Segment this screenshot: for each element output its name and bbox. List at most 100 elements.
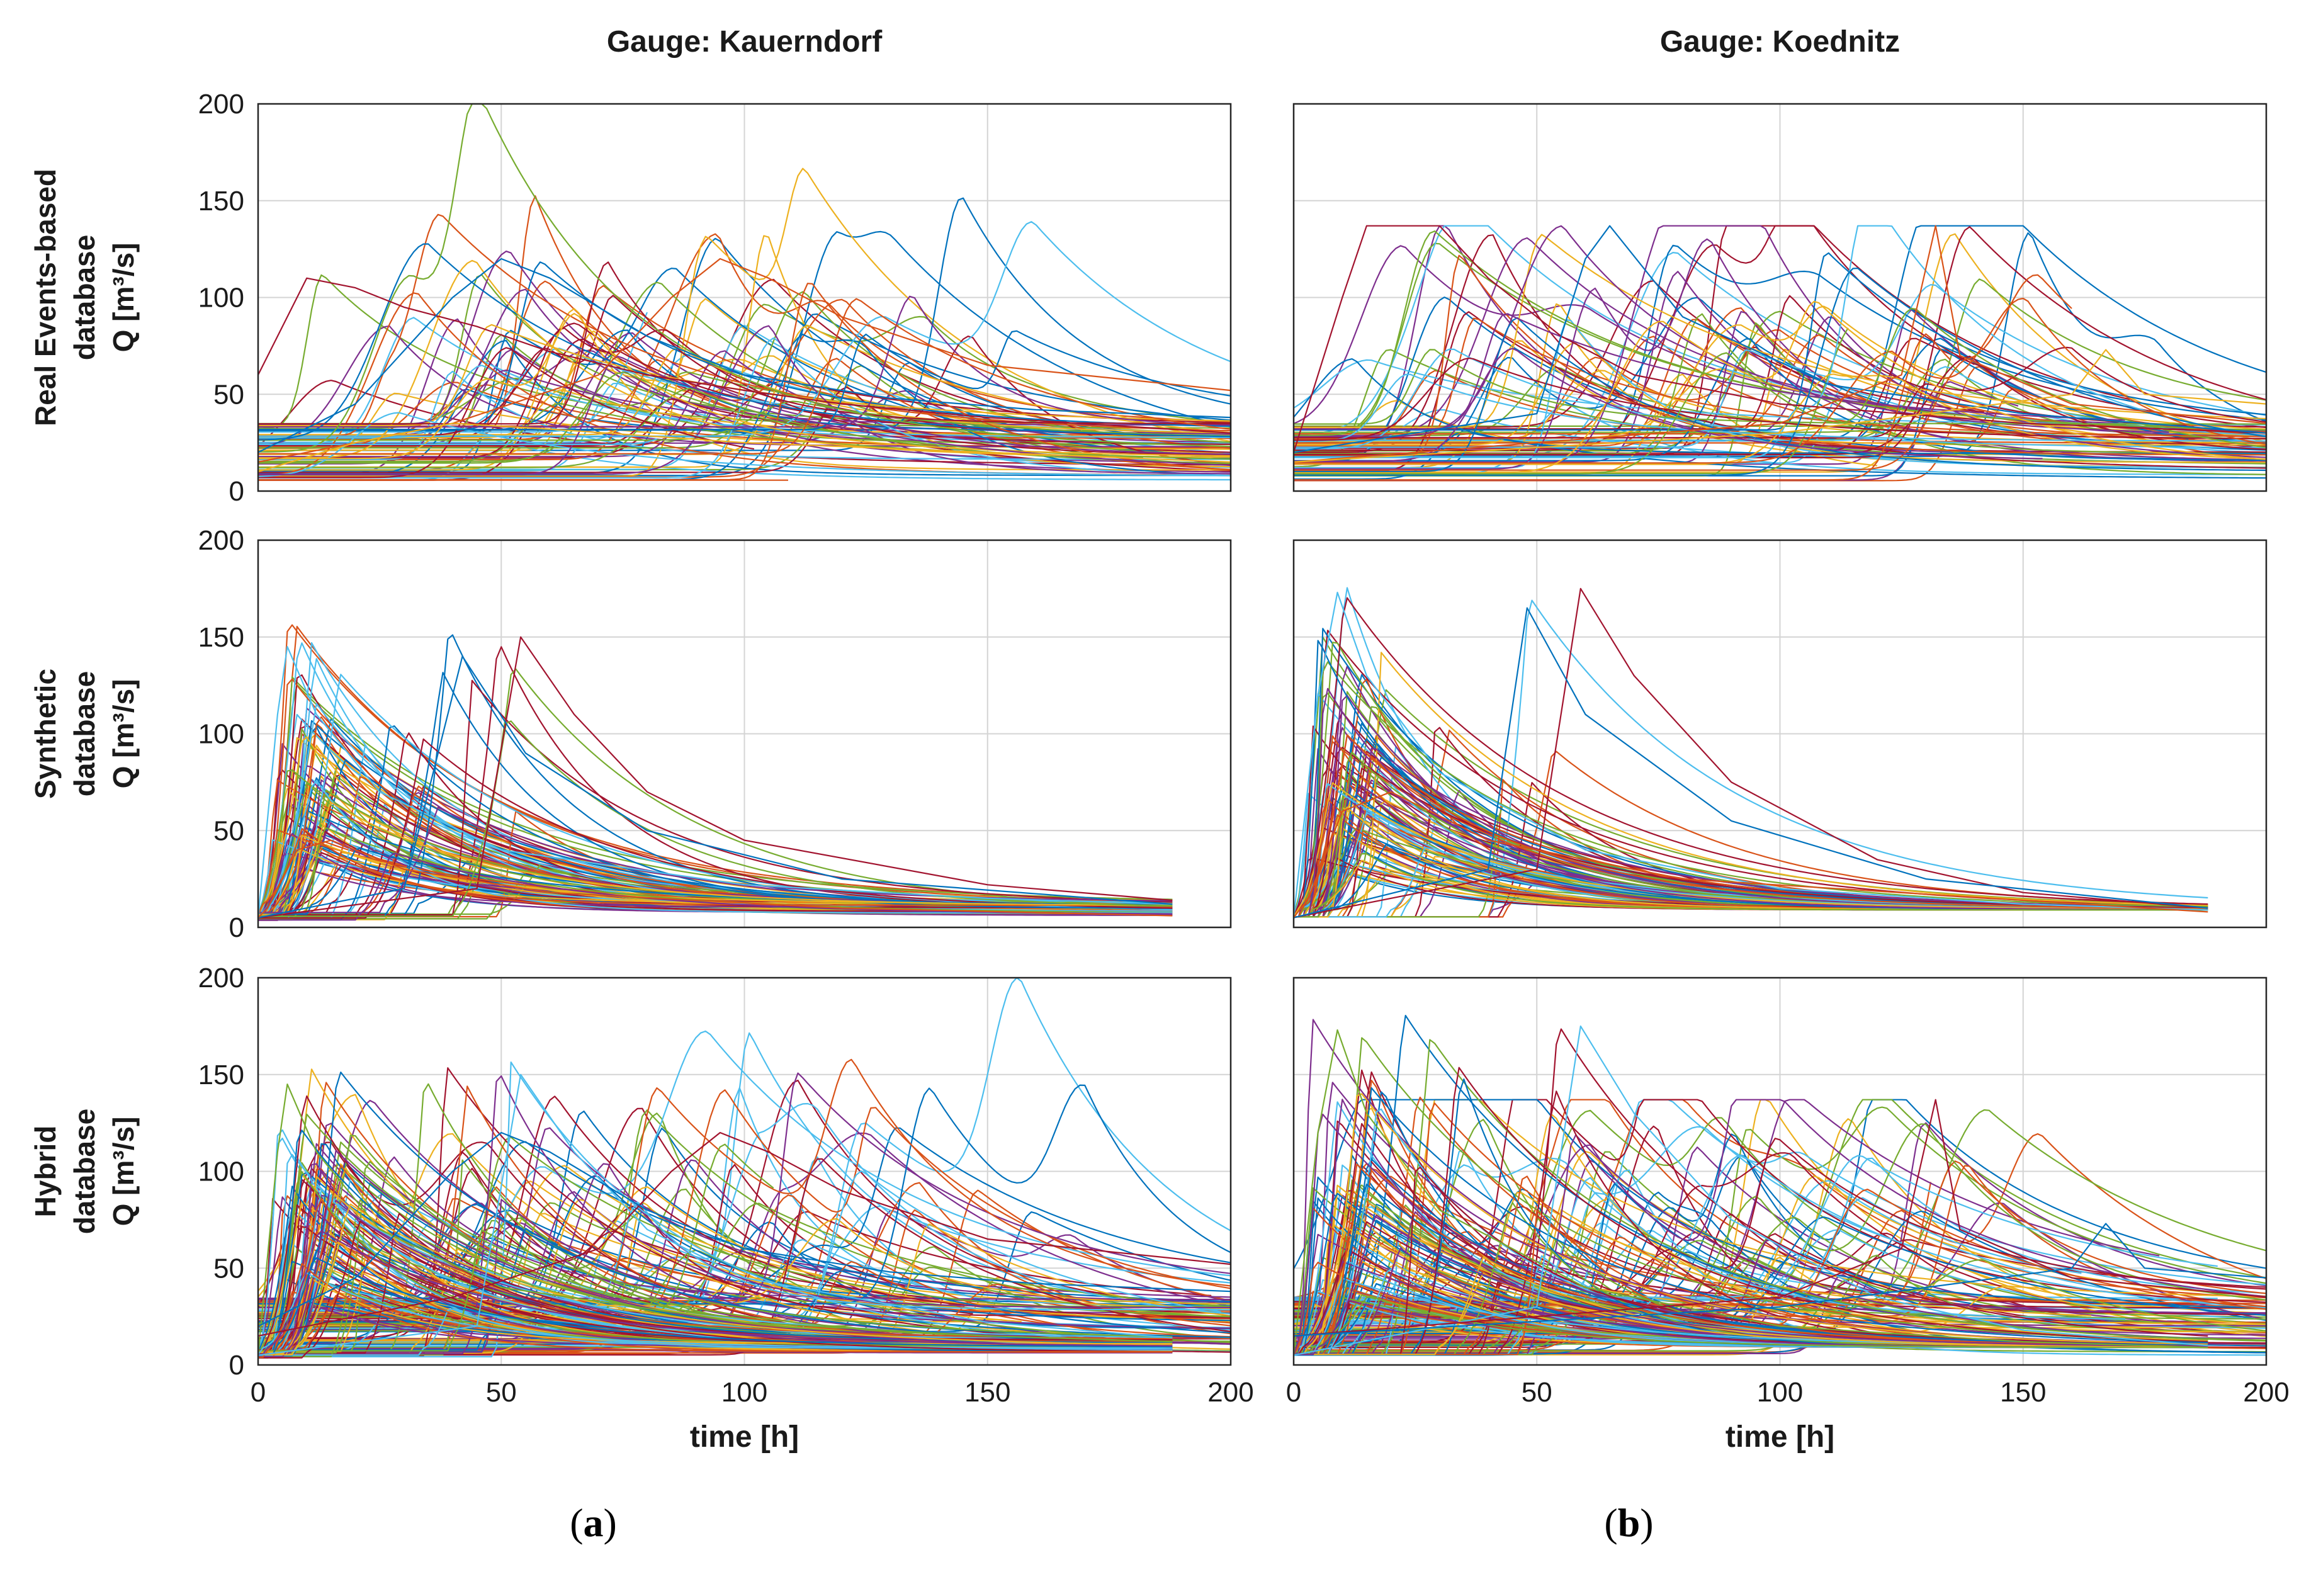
hydrograph-line (258, 167, 1231, 477)
hydrograph-line (257, 1131, 1231, 1337)
hydrograph-line (1294, 355, 2267, 456)
hydrograph-line (1294, 234, 2267, 428)
x-tick-label: 100 (721, 1377, 767, 1408)
x-tick-label: 150 (964, 1377, 1010, 1408)
hydrograph-line (1294, 274, 2072, 471)
row-label-line: Q [m³/s] (107, 1117, 140, 1226)
hydrograph-line (258, 801, 1173, 915)
hydrograph-line (1294, 373, 2267, 465)
hydrograph-line (258, 1230, 1173, 1355)
hydrograph-line (1293, 597, 2208, 918)
hydrograph-line (1294, 431, 2267, 480)
y-tick-label: 50 (213, 815, 244, 846)
axes-frame (257, 539, 1232, 929)
y-tick-label: 50 (213, 1253, 244, 1284)
hydrograph-line (1293, 1025, 2208, 1356)
hydrograph-line (1294, 1126, 1912, 1311)
hydrograph-line (257, 1272, 1173, 1355)
hydrograph-line (1292, 225, 2267, 453)
hydrograph-line (1294, 319, 2266, 468)
hydrograph-line (257, 655, 1173, 919)
caption-paren-close: ) (604, 1500, 617, 1545)
figure-labels: Gauge: Kauerndorf(a)Gauge: Koednitz(b)Re… (29, 25, 1900, 1545)
hydrograph-line (257, 1192, 1231, 1331)
hydrograph-line (258, 1263, 1173, 1358)
hydrograph-line (1294, 1216, 2267, 1334)
x-tick-label: 50 (486, 1377, 517, 1408)
hydrograph-line (258, 1182, 1173, 1351)
hydrograph-line (258, 672, 1173, 917)
row-label-line: Real Events-based (29, 169, 62, 426)
hydrograph-line (1293, 225, 2267, 453)
hydrograph-line (258, 327, 1231, 458)
hydrograph-line (1294, 300, 2267, 474)
hydrograph-line (1294, 734, 2208, 918)
hydrograph-line (258, 1308, 1173, 1356)
hydrograph-line (258, 298, 1231, 455)
hydrograph-line (1294, 1256, 2208, 1355)
hydrograph-line (1292, 1029, 2208, 1355)
hydrograph-line (258, 313, 1231, 460)
x-axis-title: time [h] (1726, 1420, 1834, 1454)
hydrograph-series (1292, 1014, 2267, 1356)
hydrograph-line (257, 636, 1173, 919)
row-label-line: Q [m³/s] (107, 243, 140, 353)
hydrograph-line (258, 806, 1173, 914)
axes-frame (1292, 539, 2268, 929)
panel-b-hybrid: 0 50 100 150 200 time [h] (1286, 976, 2290, 1454)
hydrograph-line (258, 221, 1231, 437)
hydrograph-line (258, 1220, 1173, 1359)
hydrograph-line (1294, 313, 2126, 430)
hydrograph-line (1294, 349, 2266, 425)
hydrograph-line (1294, 307, 2267, 475)
caption-letter: a (584, 1500, 604, 1545)
y-tick-label: 100 (198, 1157, 244, 1187)
y-tick-label: 50 (213, 379, 244, 410)
hydrograph-line (1294, 233, 2267, 473)
hydrograph-line (1294, 225, 2267, 458)
hydrograph-line (258, 370, 1231, 460)
hydrograph-line (257, 243, 1231, 441)
hydrograph-series (257, 976, 1231, 1359)
y-tick-label: 150 (198, 186, 244, 217)
axes-frame (1292, 976, 2268, 1366)
hydrograph-line (1294, 297, 2267, 464)
hydrograph-line (1294, 1180, 2267, 1325)
hydrograph-line (258, 1061, 1173, 1357)
x-tick-label: 150 (2000, 1377, 2046, 1408)
hydrograph-line (258, 1095, 1173, 1351)
hydrograph-line (1294, 346, 2267, 439)
hydrograph-line (258, 283, 1231, 481)
row-label-line: database (68, 1109, 101, 1234)
hydrograph-line (258, 438, 657, 445)
axes-frame (257, 976, 1232, 1366)
hydrograph-line (1294, 238, 1839, 470)
hydrograph-line (257, 258, 1231, 463)
y-tick-label: 100 (198, 283, 244, 314)
caption-paren-open: ( (1604, 1500, 1617, 1545)
hydrograph-line (257, 839, 1173, 919)
panel-a-synthetic: 0 50 100 150 200 (198, 525, 1232, 943)
hydrograph-line (258, 1058, 1231, 1303)
hydrograph-line (1293, 791, 2208, 919)
hydrograph-line (258, 213, 1231, 437)
hydrograph-line (1294, 244, 2267, 443)
x-tick-label: 50 (1522, 1377, 1552, 1408)
y-tick-label: 0 (229, 912, 244, 943)
hydrograph-series (257, 624, 1173, 921)
hydrograph-line (1294, 338, 2267, 461)
hydrograph-series (1292, 587, 2208, 919)
hydrograph-line (1292, 591, 2208, 918)
hydrograph-line (258, 103, 1231, 453)
hydrograph-line (1294, 1155, 2218, 1298)
y-tick-label: 150 (198, 1060, 244, 1090)
panel-b-synthetic (1292, 539, 2268, 929)
hydrograph-line (257, 828, 1173, 915)
hydrograph-line (258, 295, 1231, 428)
hydrograph-line (1294, 1214, 2208, 1355)
hydrograph-line (258, 371, 1231, 464)
y-tick-label: 150 (198, 622, 244, 653)
row-label-line: Synthetic (29, 669, 62, 799)
hydrograph-line (258, 1156, 1231, 1301)
hydrograph-line (1294, 1295, 2208, 1355)
